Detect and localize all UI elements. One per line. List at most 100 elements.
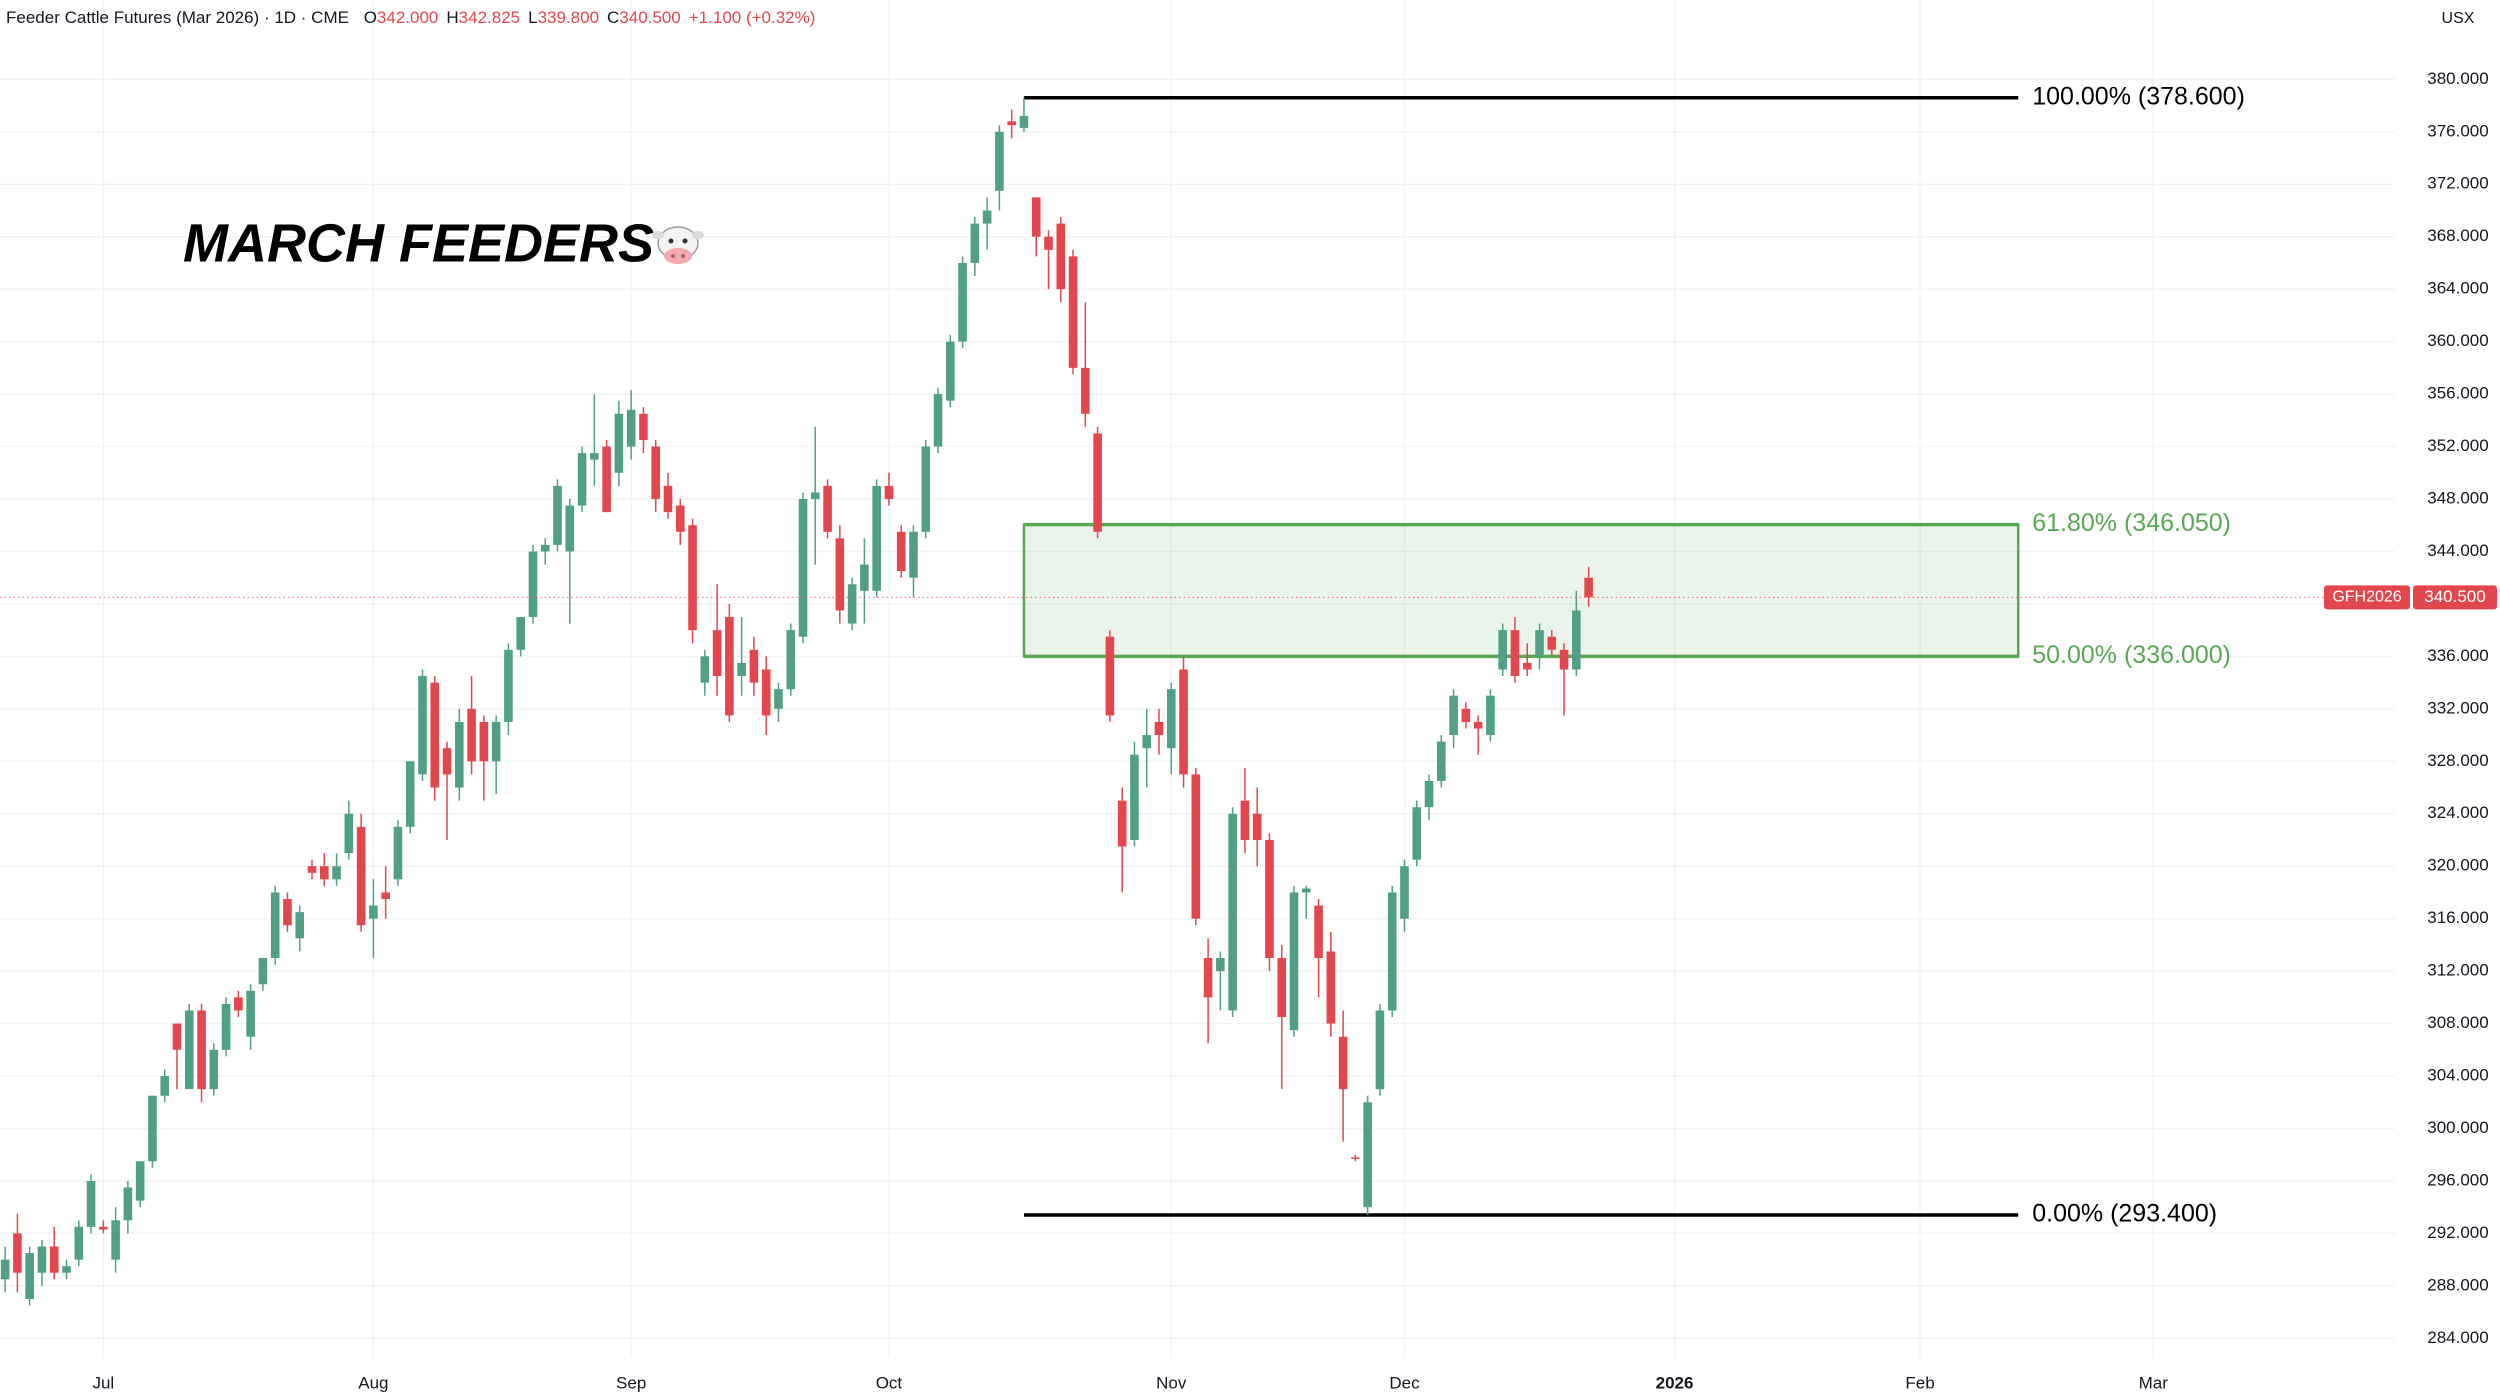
candle-body <box>307 866 317 873</box>
symbol: Feeder Cattle Futures (Mar 2026) · 1D · … <box>6 8 349 27</box>
candle-body <box>1166 689 1176 749</box>
candle-body <box>675 505 685 532</box>
price-tag <box>2413 585 2497 610</box>
candle-body <box>1449 695 1458 736</box>
y-tick-label: 348.000 <box>2427 488 2488 507</box>
candle-body <box>749 649 759 683</box>
candle-body <box>528 551 538 618</box>
quote-key: L <box>528 8 538 27</box>
candle-body <box>1228 813 1237 1011</box>
candle-body <box>86 1180 96 1227</box>
candle-body <box>111 1220 120 1260</box>
candle-body <box>246 990 255 1037</box>
fib-label: 0.00% (293.400) <box>2032 1200 2217 1228</box>
y-tick-label: 320.000 <box>2427 856 2488 875</box>
candle-body <box>37 1246 47 1273</box>
grid <box>0 0 2395 1358</box>
candle-body <box>1203 958 1213 998</box>
candle-body <box>1584 577 1593 598</box>
candle-body <box>1486 695 1495 736</box>
y-tick-label: 364.000 <box>2427 279 2488 298</box>
header: Feeder Cattle Futures (Mar 2026) · 1D · … <box>6 8 823 28</box>
candle-body <box>700 656 710 683</box>
candle-body <box>1277 958 1287 1018</box>
candle-body <box>258 958 268 985</box>
x-tick-label: Aug <box>358 1373 388 1392</box>
candle-body <box>798 499 808 637</box>
candle-body <box>184 1010 194 1090</box>
candle-body <box>1572 610 1581 670</box>
candle-body <box>504 649 513 722</box>
candle-body <box>1412 807 1422 860</box>
candle-body <box>1105 636 1115 716</box>
candle-body <box>1424 780 1434 808</box>
y-tick-label: 292.000 <box>2427 1223 2488 1242</box>
candle-body <box>74 1226 84 1260</box>
candle-body <box>540 544 550 552</box>
fib-zone <box>1022 523 2020 658</box>
candle-body <box>332 866 341 880</box>
currency: USX <box>2442 10 2475 27</box>
candle-body <box>1130 754 1139 840</box>
candle-body <box>1338 1036 1348 1090</box>
candle-body <box>356 826 366 926</box>
quote-value: 342.825 <box>458 8 521 27</box>
candle-body <box>1289 892 1299 1031</box>
annotation: MARCH FEEDERS <box>183 213 654 273</box>
y-tick-label: 300.000 <box>2427 1118 2488 1137</box>
y-tick-label: 336.000 <box>2427 646 2488 665</box>
candle-body <box>0 1259 10 1280</box>
quote-key: H <box>446 8 459 27</box>
candle-body <box>381 892 390 899</box>
y-tick-label: 344.000 <box>2427 541 2488 560</box>
candle-body <box>1093 433 1102 532</box>
x-tick-label: Sep <box>616 1373 646 1392</box>
candle-body <box>725 617 734 716</box>
candle-body <box>1117 800 1127 847</box>
y-tick-label: 304.000 <box>2427 1066 2488 1085</box>
x-tick-label: Feb <box>1905 1373 1934 1392</box>
candle-body <box>688 525 697 631</box>
y-tick-label: 296.000 <box>2427 1170 2488 1189</box>
candle-body <box>602 446 611 513</box>
candle-body <box>1044 236 1053 250</box>
candle-body <box>626 409 636 447</box>
candle-body <box>577 453 587 506</box>
candle-body <box>442 748 452 775</box>
candle-body <box>933 394 943 447</box>
candle-body <box>160 1076 170 1096</box>
x-tick-label: Mar <box>2139 1373 2169 1392</box>
candle-body <box>25 1253 34 1299</box>
candle-body <box>197 1010 206 1090</box>
candle-body <box>1400 866 1409 919</box>
candle-body <box>99 1226 108 1230</box>
candle-body <box>761 669 771 716</box>
cow-icon <box>652 226 704 264</box>
candle-body <box>405 761 415 827</box>
y-tick-label: 368.000 <box>2427 226 2488 245</box>
candle-body <box>590 453 599 460</box>
candle-body <box>639 413 648 440</box>
candle-body <box>295 912 305 939</box>
candle-body <box>1351 1157 1360 1159</box>
candle-body <box>172 1023 182 1050</box>
candle-body <box>1473 721 1483 729</box>
candle-body <box>491 721 501 762</box>
x-tick-label: Dec <box>1389 1373 1420 1392</box>
candle-body <box>1387 892 1397 1011</box>
x-tick-label: Jul <box>92 1373 114 1392</box>
candle-body <box>1498 630 1507 670</box>
candle-body <box>1019 116 1029 128</box>
candle-body <box>872 485 881 591</box>
candle-body <box>430 682 440 788</box>
candle-body <box>319 866 329 880</box>
candle-body <box>369 905 378 919</box>
fib-label: 61.80% (346.050) <box>2032 509 2231 537</box>
candle-body <box>663 485 673 513</box>
candle-body <box>49 1246 59 1273</box>
candle-body <box>860 564 869 591</box>
candle-body <box>1265 839 1274 959</box>
y-tick-label: 372.000 <box>2427 174 2488 193</box>
